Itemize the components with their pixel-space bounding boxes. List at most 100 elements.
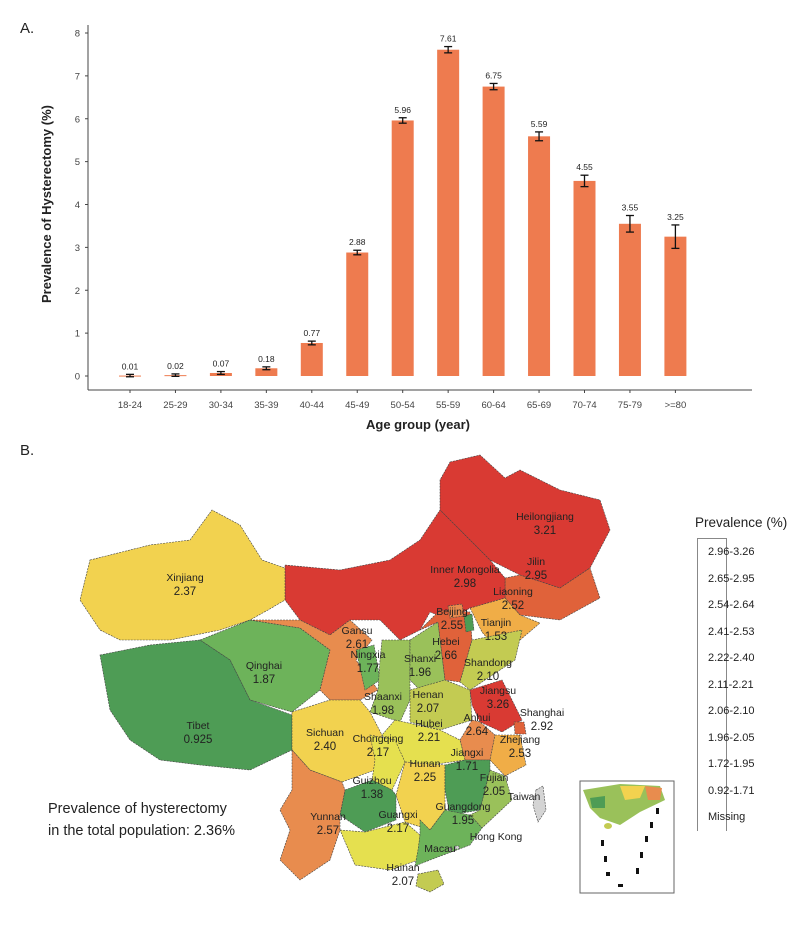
province-tianjin — [463, 613, 475, 633]
province-label-macau: Macau — [424, 843, 456, 855]
province-value-guizhou: 1.38 — [361, 789, 383, 801]
province-label-ningxia: Ningxia — [350, 649, 385, 661]
province-label-jilin: Jilin — [527, 556, 545, 568]
province-hubei — [381, 719, 466, 766]
province-value-xinjiang: 2.37 — [174, 586, 196, 598]
panel-label-a: A. — [20, 20, 35, 37]
bars-group: 0 1 2 3 4 5 6 7 8 0.01 18-24 0.02 25-29 0.07 30-34 0.18… — [75, 25, 752, 411]
total-prevalence-note: Prevalence of hysterectomy in the total … — [48, 798, 235, 842]
bar-55-59 — [437, 49, 460, 376]
x-axis-label: Age group (year) — [366, 417, 470, 432]
data-label: 0.01 — [122, 361, 139, 371]
x-tick-label: 65-69 — [527, 400, 551, 411]
legend-item: 2.22-2.40 — [698, 645, 754, 672]
legend-item: 2.65-2.95 — [698, 566, 754, 593]
province-value-tibet: 0.925 — [184, 734, 213, 746]
province-value-ningxia: 1.77 — [357, 663, 379, 675]
province-label-hubei: Hubei — [415, 718, 442, 730]
province-value-gansu: 2.61 — [346, 639, 368, 651]
legend-label: 2.22-2.40 — [708, 652, 755, 665]
legend-item: 2.96-3.26 — [698, 539, 754, 566]
province-macau — [448, 847, 453, 852]
data-label: 7.61 — [440, 34, 457, 44]
province-xinjiang — [79, 509, 286, 641]
data-label: 4.55 — [576, 162, 593, 172]
province-value-qinghai: 1.87 — [253, 674, 275, 686]
legend-item: 2.41-2.53 — [698, 619, 754, 646]
bar->=80 — [664, 236, 687, 376]
province-value-jilin: 2.95 — [525, 570, 547, 582]
province-label-shanxi: Shanxi — [404, 653, 436, 665]
x-tick-label: 70-74 — [572, 400, 596, 411]
province-hainan — [415, 869, 445, 893]
province-value-jiangxi: 1.71 — [456, 761, 478, 773]
province-jiangsu — [469, 679, 523, 733]
province-value-yunnan: 2.57 — [317, 825, 339, 837]
panel-label-b: B. — [20, 442, 35, 459]
province-value-inner-mongolia: 2.98 — [454, 578, 476, 590]
province-shanxi — [409, 621, 446, 691]
x-tick-label: 40-44 — [300, 400, 324, 411]
data-label: 0.77 — [304, 328, 321, 338]
province-hebei — [419, 609, 473, 683]
bar-50-54 — [391, 120, 414, 376]
data-label: 5.59 — [531, 119, 548, 129]
province-chongqing — [369, 734, 406, 791]
y-tick-label: 3 — [75, 243, 80, 254]
province-shanghai — [513, 721, 527, 735]
legend-label: 2.41-2.53 — [708, 625, 755, 638]
province-value-sichuan: 2.40 — [314, 741, 336, 753]
province-henan — [409, 679, 473, 731]
bar-chart: Prevalence of Hysterectomy (%) Age group… — [39, 25, 752, 432]
province-value-shaanxi: 1.98 — [372, 705, 394, 717]
legend-item: 2.54-2.64 — [698, 592, 754, 619]
province-jiangxi — [444, 759, 491, 816]
province-value-guangxi: 2.17 — [387, 823, 409, 835]
province-value-beijing: 2.55 — [441, 620, 463, 632]
province-label-jiangsu: Jiangsu — [480, 685, 516, 697]
bar-40-44 — [300, 342, 323, 376]
legend-item: 2.06-2.10 — [698, 698, 754, 725]
province-qinghai — [199, 619, 331, 713]
bar-45-49 — [346, 252, 369, 376]
x-tick-label: 60-64 — [481, 400, 505, 411]
legend-label: 2.96-3.26 — [708, 546, 755, 559]
data-label: 6.75 — [485, 70, 502, 80]
province-liaoning — [469, 597, 541, 651]
bar-60-64 — [482, 86, 505, 376]
province-label-liaoning: Liaoning — [493, 586, 533, 598]
province-guizhou — [339, 779, 397, 833]
data-label: 5.96 — [394, 105, 411, 115]
province-value-hebei: 2.66 — [435, 650, 457, 662]
legend-title: Prevalence (%) — [695, 515, 788, 530]
x-tick-label: 18-24 — [118, 400, 142, 411]
legend-label: 1.72-1.95 — [708, 758, 755, 771]
x-tick-label: 45-49 — [345, 400, 369, 411]
y-tick-label: 5 — [75, 157, 80, 168]
bar-35-39 — [255, 368, 278, 376]
bar-75-79 — [618, 223, 641, 376]
province-shaanxi — [369, 639, 411, 723]
province-value-shanghai: 2.92 — [531, 721, 553, 733]
province-hunan — [395, 761, 446, 831]
province-label-shaanxi: Shaanxi — [364, 691, 402, 703]
y-tick-label: 7 — [75, 71, 80, 82]
province-label-zhejiang: Zhejiang — [500, 734, 540, 746]
legend-item: 1.96-2.05 — [698, 725, 754, 752]
bar-70-74 — [573, 180, 596, 376]
province-label-tianjin: Tianjin — [481, 617, 512, 629]
province-value-fujian: 2.05 — [483, 786, 505, 798]
province-sichuan — [291, 699, 383, 783]
province-value-heilongjiang: 3.21 — [534, 525, 556, 537]
province-label-xinjiang: Xinjiang — [166, 572, 204, 584]
legend-item: 0.92-1.71 — [698, 778, 754, 805]
province-gansu — [249, 619, 379, 701]
y-tick-label: 4 — [75, 200, 80, 211]
province-value-zhejiang: 2.53 — [509, 748, 531, 760]
province-label-hebei: Hebei — [432, 636, 459, 648]
province-label-hong-kong: Hong Kong — [470, 831, 523, 843]
legend-label: 2.65-2.95 — [708, 572, 755, 585]
y-tick-label: 0 — [75, 372, 80, 383]
province-label-beijing: Beijing — [436, 606, 468, 618]
province-value-hunan: 2.25 — [414, 772, 436, 784]
